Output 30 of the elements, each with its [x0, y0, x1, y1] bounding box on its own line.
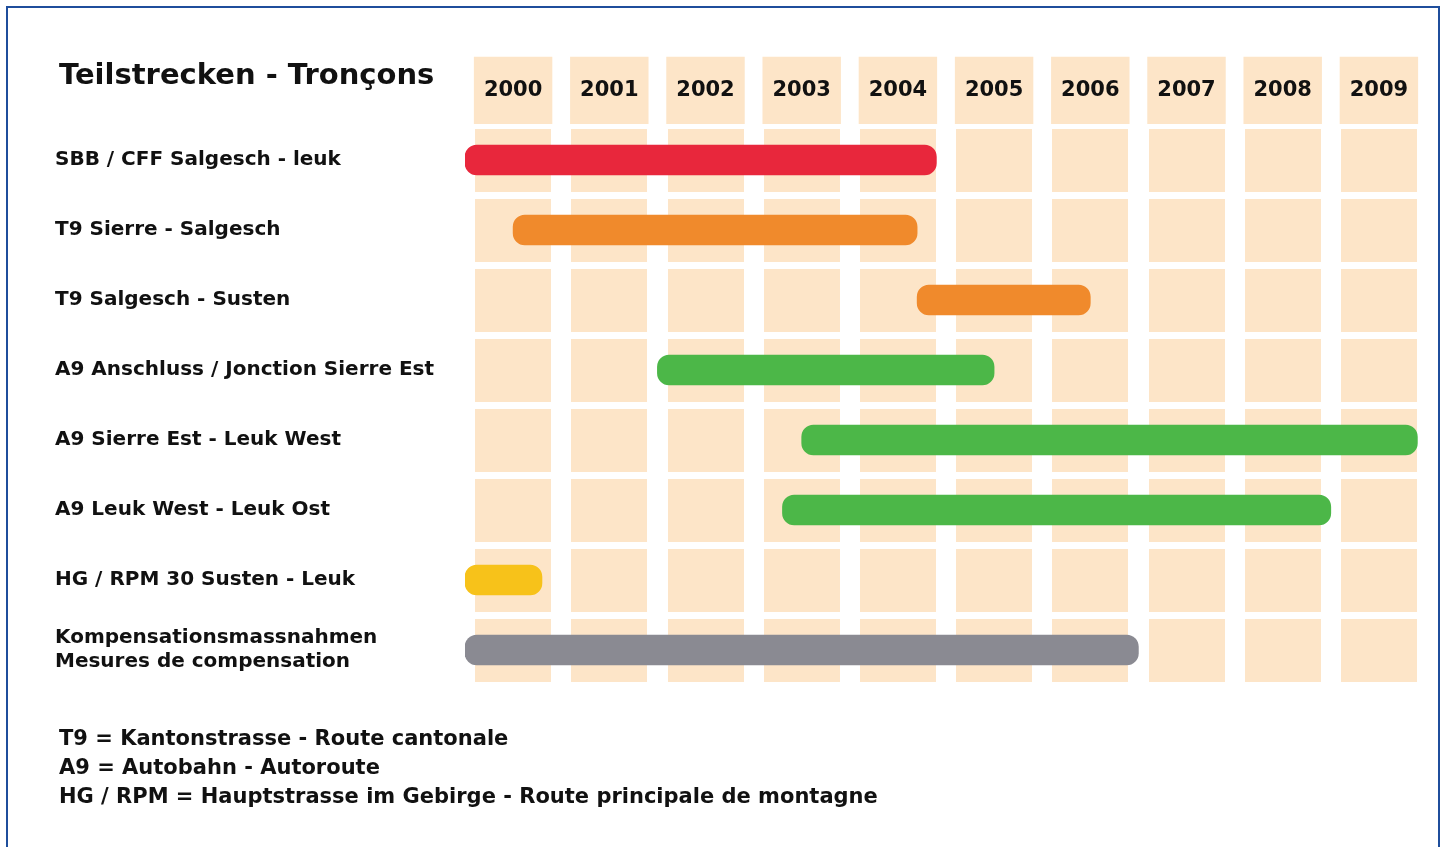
y-tick-label: A9 Anschluss / Jonction Sierre Est: [55, 356, 435, 381]
bar: [657, 354, 995, 386]
bar: [916, 284, 1091, 316]
y-tick-label: Kompensationsmassnahmen Mesures de compensation: [55, 624, 378, 673]
x-tick-label: 2000: [483, 76, 543, 101]
x-tick-label: 2007: [1157, 76, 1216, 101]
x-tick-label: 2006: [1061, 76, 1120, 101]
x-tick-label: 2005: [964, 76, 1024, 101]
x-tick-label: 2003: [772, 76, 831, 101]
bar: [512, 214, 918, 246]
x-tick-label: 2004: [868, 76, 928, 101]
bar: [782, 494, 1332, 526]
x-tick-label: 2009: [1349, 76, 1409, 101]
text: HG / RPM = Hauptstrasse im Gebirge - Route principale de montagne: [59, 783, 878, 810]
y-tick-label: T9 Sierre - Salgesch: [55, 216, 281, 241]
x-tick-label: 2001: [580, 76, 639, 101]
bar: [465, 564, 543, 596]
y-tick-label: A9 Sierre Est - Leuk West: [55, 426, 342, 451]
y-tick-label: A9 Leuk West - Leuk Ost: [55, 496, 331, 521]
x-tick-label: 2008: [1253, 76, 1312, 101]
chart-title: Teilstrecken - Tronçons: [59, 56, 435, 91]
text: A9 = Autobahn - Autoroute: [59, 754, 381, 781]
y-tick-label: HG / RPM 30 Susten - Leuk: [55, 566, 356, 591]
bar: [801, 424, 1418, 456]
x-tick-label: 2002: [676, 76, 735, 101]
text: T9 = Kantonstrasse - Route cantonale: [59, 725, 510, 752]
bar: [465, 634, 1139, 666]
y-tick-label: SBB / CFF Salgesch - leuk: [55, 146, 342, 171]
bar: [465, 144, 937, 176]
y-tick-label: T9 Salgesch - Susten: [55, 286, 291, 311]
